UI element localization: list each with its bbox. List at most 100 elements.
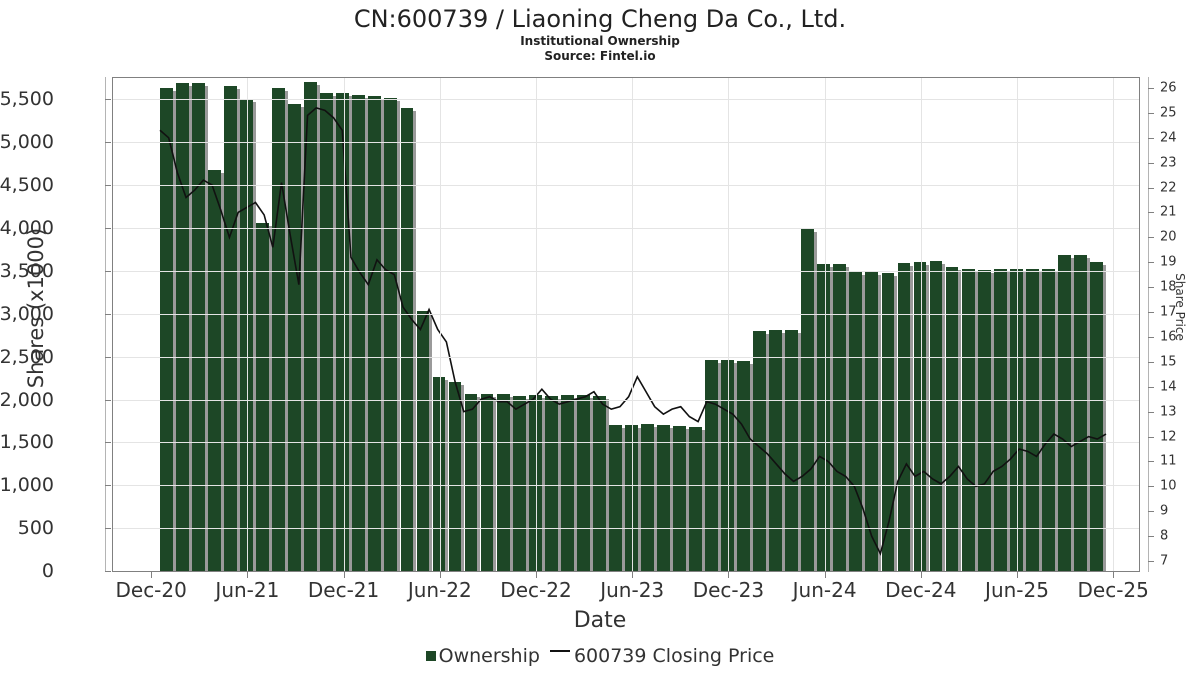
bar[interactable] xyxy=(1057,255,1074,571)
x-axis-tickmark xyxy=(247,572,249,578)
y-axis-tick-left: 5,000 xyxy=(0,131,54,154)
x-axis-label: Date xyxy=(573,608,627,633)
bar[interactable] xyxy=(913,262,930,571)
bar[interactable] xyxy=(641,424,657,571)
bar[interactable] xyxy=(176,83,192,571)
bar[interactable] xyxy=(336,93,352,571)
bar[interactable] xyxy=(208,169,224,572)
bar[interactable] xyxy=(160,88,176,571)
bar[interactable] xyxy=(993,269,1010,571)
bar[interactable] xyxy=(769,330,785,571)
bar[interactable] xyxy=(737,360,753,572)
legend-item-price[interactable]: 600739 Closing Price xyxy=(540,645,774,667)
y-axis-tick-right: 10 xyxy=(1160,478,1177,494)
bar[interactable] xyxy=(689,426,705,572)
bar[interactable] xyxy=(464,394,481,571)
bar[interactable] xyxy=(576,395,593,571)
bar[interactable] xyxy=(945,267,962,571)
bar[interactable] xyxy=(817,264,833,571)
gridline-horizontal xyxy=(113,228,1139,230)
x-axis-tick: Jun-25 xyxy=(985,578,1049,602)
bar[interactable] xyxy=(753,330,769,572)
bar[interactable] xyxy=(224,85,240,572)
y-axis-tick-right: 26 xyxy=(1160,80,1177,96)
y-axis-tickmark-right xyxy=(1148,162,1154,164)
bar[interactable] xyxy=(256,222,272,572)
bar[interactable] xyxy=(528,395,545,571)
bar[interactable] xyxy=(608,425,625,571)
y-axis-tick-left: 3,500 xyxy=(0,259,54,282)
bar[interactable] xyxy=(929,261,946,571)
y-axis-tickmark-right xyxy=(1148,486,1154,488)
bar[interactable] xyxy=(881,272,898,572)
y-axis-tickmark-left xyxy=(105,356,111,358)
bar[interactable] xyxy=(897,263,914,571)
gridline-horizontal xyxy=(113,99,1139,101)
bar[interactable] xyxy=(592,396,609,571)
bar[interactable] xyxy=(624,425,641,571)
y-axis-tickmark-right xyxy=(1148,237,1154,239)
bar[interactable] xyxy=(705,360,721,571)
bar[interactable] xyxy=(512,396,529,571)
bar[interactable] xyxy=(865,271,882,572)
bar[interactable] xyxy=(1009,269,1026,571)
x-axis-tick: Dec-24 xyxy=(885,578,957,602)
x-axis-tickmark xyxy=(439,572,441,578)
bar[interactable] xyxy=(432,377,449,571)
y-axis-tick-left: 5,500 xyxy=(0,88,54,111)
gridline-vertical xyxy=(1017,78,1018,571)
bar[interactable] xyxy=(657,425,673,571)
bar[interactable] xyxy=(240,98,256,572)
y-axis-tickmark-left xyxy=(105,228,111,230)
bar[interactable] xyxy=(833,264,850,571)
bar[interactable] xyxy=(1073,255,1090,571)
legend-item-ownership[interactable]: Ownership xyxy=(425,645,540,667)
x-axis-tick: Jun-24 xyxy=(792,578,857,602)
legend-line-icon xyxy=(549,650,570,652)
bar[interactable] xyxy=(320,93,336,571)
left-axis-line xyxy=(105,77,106,572)
y-axis-tick-right: 9 xyxy=(1160,503,1169,519)
title-block: CN:600739 / Liaoning Cheng Da Co., Ltd. … xyxy=(0,4,1200,64)
bar[interactable] xyxy=(785,330,801,571)
y-axis-tick-left: 0 xyxy=(41,560,54,582)
y-axis-tick-left: 2,000 xyxy=(0,388,54,411)
gridline-vertical xyxy=(535,78,537,571)
y-axis-tick-right: 15 xyxy=(1160,354,1177,370)
bar[interactable] xyxy=(560,395,577,571)
y-axis-tick-left: 4,000 xyxy=(0,217,54,240)
bar[interactable] xyxy=(1041,269,1058,571)
bar[interactable] xyxy=(400,108,417,571)
bar[interactable] xyxy=(673,426,689,571)
bar[interactable] xyxy=(448,382,465,571)
y-axis-tick-right: 12 xyxy=(1160,429,1177,445)
x-axis-tickmark xyxy=(151,572,153,578)
bar[interactable] xyxy=(368,96,385,571)
y-axis-tick-right: 23 xyxy=(1160,155,1177,171)
gridline-vertical xyxy=(439,78,441,571)
bar[interactable] xyxy=(961,269,978,571)
bar[interactable] xyxy=(496,393,513,572)
y-axis-tickmark-right xyxy=(1148,436,1154,438)
y-axis-tickmark-left xyxy=(105,571,111,572)
y-axis-tick-left: 500 xyxy=(17,517,54,540)
bar[interactable] xyxy=(272,88,288,571)
y-axis-tick-right: 24 xyxy=(1160,130,1177,146)
y-axis-tick-right: 19 xyxy=(1160,254,1177,270)
bar[interactable] xyxy=(480,393,497,572)
y-axis-tickmark-right xyxy=(1148,312,1154,314)
bar[interactable] xyxy=(288,103,304,572)
y-axis-tickmark-right xyxy=(1148,536,1154,538)
bar[interactable] xyxy=(352,95,368,571)
x-axis-tickmark xyxy=(1113,572,1115,578)
bar[interactable] xyxy=(192,83,208,571)
gridline-vertical xyxy=(728,78,730,571)
bar[interactable] xyxy=(304,82,320,571)
bar[interactable] xyxy=(977,270,994,571)
bar[interactable] xyxy=(1025,269,1042,571)
bar[interactable] xyxy=(544,396,561,571)
bar[interactable] xyxy=(384,97,401,572)
bar[interactable] xyxy=(1089,262,1106,571)
bar[interactable] xyxy=(849,271,866,572)
